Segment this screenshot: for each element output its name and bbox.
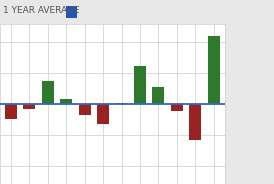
Bar — [189, 104, 201, 140]
Bar — [97, 104, 109, 124]
Bar — [79, 104, 91, 115]
Bar — [42, 81, 54, 104]
Bar — [134, 66, 146, 104]
Bar — [60, 99, 72, 104]
Bar — [208, 36, 220, 104]
Bar — [116, 103, 127, 104]
Text: 1 YEAR AVERAGE: 1 YEAR AVERAGE — [3, 6, 79, 15]
Bar — [171, 104, 183, 111]
Bar — [152, 87, 164, 104]
Bar — [5, 104, 17, 119]
Bar — [24, 104, 35, 109]
